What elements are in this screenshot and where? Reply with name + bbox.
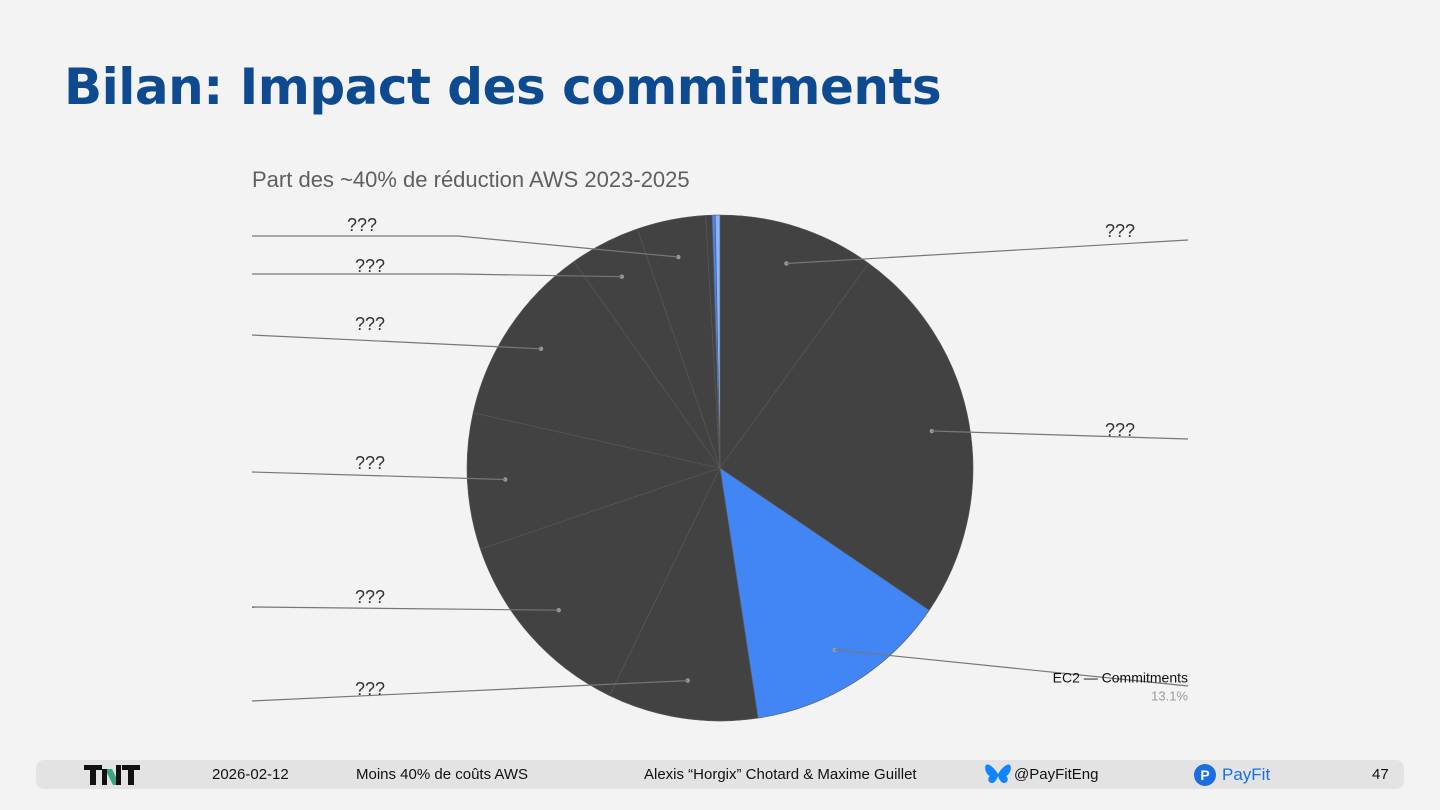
pie-chart: ?????? EC2 — Commitments 13.1%????????????… bbox=[251, 214, 1189, 722]
slice-label: ??? bbox=[355, 256, 385, 276]
footer-page-number: 47 bbox=[1372, 766, 1389, 783]
leader-line bbox=[251, 471, 506, 481]
pie-slice bbox=[719, 262, 974, 611]
chart-title: Part des ~40% de réduction AWS 2023-2025 bbox=[252, 167, 690, 192]
tnt-logo-icon bbox=[84, 765, 140, 785]
leader-line bbox=[252, 235, 679, 258]
slide-footer: 2026-02-12 Moins 40% de coûts AWS Alexis… bbox=[36, 760, 1404, 789]
footer-handle: @PayFitEng bbox=[1014, 766, 1099, 783]
leader-line bbox=[931, 430, 1189, 440]
slice-label: ??? bbox=[1105, 420, 1135, 440]
slice-label: ??? bbox=[355, 453, 385, 473]
slice-label: ??? bbox=[355, 314, 385, 334]
slice-label: EC2 — Commitments bbox=[1053, 670, 1188, 686]
leader-line bbox=[251, 334, 542, 350]
leader-dot bbox=[784, 261, 789, 266]
pie-slice bbox=[472, 261, 721, 469]
pie-slice bbox=[466, 412, 722, 550]
slide-title: Bilan: Impact des commitments bbox=[64, 58, 942, 116]
pie-slice bbox=[719, 467, 930, 719]
leader-dot bbox=[538, 346, 544, 352]
leader-line bbox=[251, 680, 688, 702]
payfit-brand-text: PayFit bbox=[1222, 765, 1271, 784]
pie-slice bbox=[719, 214, 870, 469]
slice-label: ??? bbox=[347, 215, 377, 235]
slice-label: ??? bbox=[355, 679, 385, 699]
pie-slice bbox=[479, 467, 721, 696]
leader-line bbox=[252, 273, 622, 278]
leader-line bbox=[786, 239, 1189, 265]
footer-date: 2026-02-12 bbox=[212, 766, 289, 783]
leader-dot bbox=[832, 647, 837, 653]
slice-label: ??? bbox=[355, 587, 385, 607]
pie-slice bbox=[609, 467, 759, 722]
leader-line bbox=[251, 606, 559, 611]
slice-value-label: 13.1% bbox=[1151, 688, 1188, 703]
slice-label: ??? bbox=[1105, 221, 1135, 241]
leader-line bbox=[834, 649, 1189, 687]
bluesky-butterfly-icon bbox=[985, 764, 1011, 783]
footer-talk-title: Moins 40% de coûts AWS bbox=[356, 766, 529, 783]
footer-authors: Alexis “Horgix” Chotard & Maxime Guillet bbox=[644, 766, 917, 783]
pie-slice bbox=[714, 214, 721, 469]
payfit-icon: P bbox=[1194, 764, 1216, 786]
